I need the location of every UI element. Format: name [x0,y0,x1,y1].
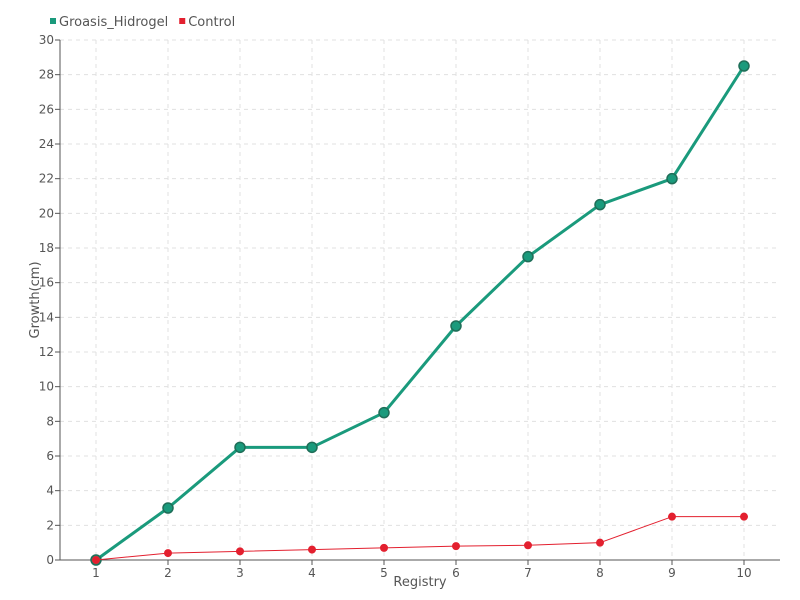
data-point[interactable] [378,406,390,419]
series-line [95,65,746,562]
x-tick-label: 7 [524,566,532,580]
y-axis-title: Growth(cm) [28,261,43,338]
legend-label: Control [188,15,235,30]
data-point[interactable] [308,545,316,554]
data-point[interactable] [668,512,676,521]
data-point[interactable] [234,441,246,454]
x-tick-label: 3 [236,566,244,580]
series-control [92,512,748,564]
data-point[interactable] [92,556,100,564]
data-point[interactable] [380,543,388,552]
series-line [95,516,744,561]
y-tick-label: 24 [39,137,54,151]
x-tick-labels: 1 2 3 4 5 6 7 8 9 10 [92,560,752,580]
y-tick-label: 10 [39,380,54,394]
legend-item[interactable]: Control [179,15,235,30]
y-tick-label: 26 [39,102,54,116]
y-tick-label: 28 [39,68,54,82]
legend-label: Groasis_Hidrogel [59,15,168,30]
x-tick-label: 4 [308,566,316,580]
y-tick-label: 6 [46,449,54,463]
data-point[interactable] [738,60,750,72]
x-tick-label: 1 [92,566,100,580]
data-point[interactable] [524,541,532,550]
data-point[interactable] [740,512,748,521]
y-tick-label: 30 [39,33,54,47]
legend-swatch [50,18,56,24]
y-tick-label: 12 [39,345,54,359]
x-axis-title: Registry [393,575,447,590]
x-tick-label: 10 [736,566,751,580]
x-tick-label: 2 [164,566,172,580]
x-tick-label: 9 [668,566,676,580]
series-groasis-hidrogel [90,60,750,566]
grid [60,39,780,560]
legend-swatch [179,18,186,24]
x-tick-label: 6 [452,566,460,580]
data-point[interactable] [236,547,244,556]
y-tick-label: 0 [46,553,54,567]
data-point[interactable] [666,172,678,185]
data-point[interactable] [162,502,174,514]
y-tick-label: 16 [39,276,54,290]
series [90,60,750,566]
data-point[interactable] [306,441,318,454]
y-tick-label: 8 [46,414,54,428]
y-tick-label: 14 [39,310,54,324]
y-tick-label: 4 [46,484,54,498]
data-point[interactable] [452,542,460,551]
y-tick-label: 18 [39,241,54,255]
data-point[interactable] [522,250,534,263]
data-point[interactable] [596,538,604,547]
y-tick-label: 22 [39,172,54,186]
data-point[interactable] [164,549,172,558]
x-tick-label: 8 [596,566,604,580]
data-point[interactable] [450,320,462,332]
axes [59,40,780,561]
x-tick-label: 5 [380,566,388,580]
legend-item[interactable]: Groasis_Hidrogel [50,15,168,30]
y-tick-label: 20 [39,206,54,220]
data-point[interactable] [594,198,606,211]
legend[interactable]: Groasis_Hidrogel Control [50,15,235,30]
y-tick-label: 2 [46,518,54,532]
